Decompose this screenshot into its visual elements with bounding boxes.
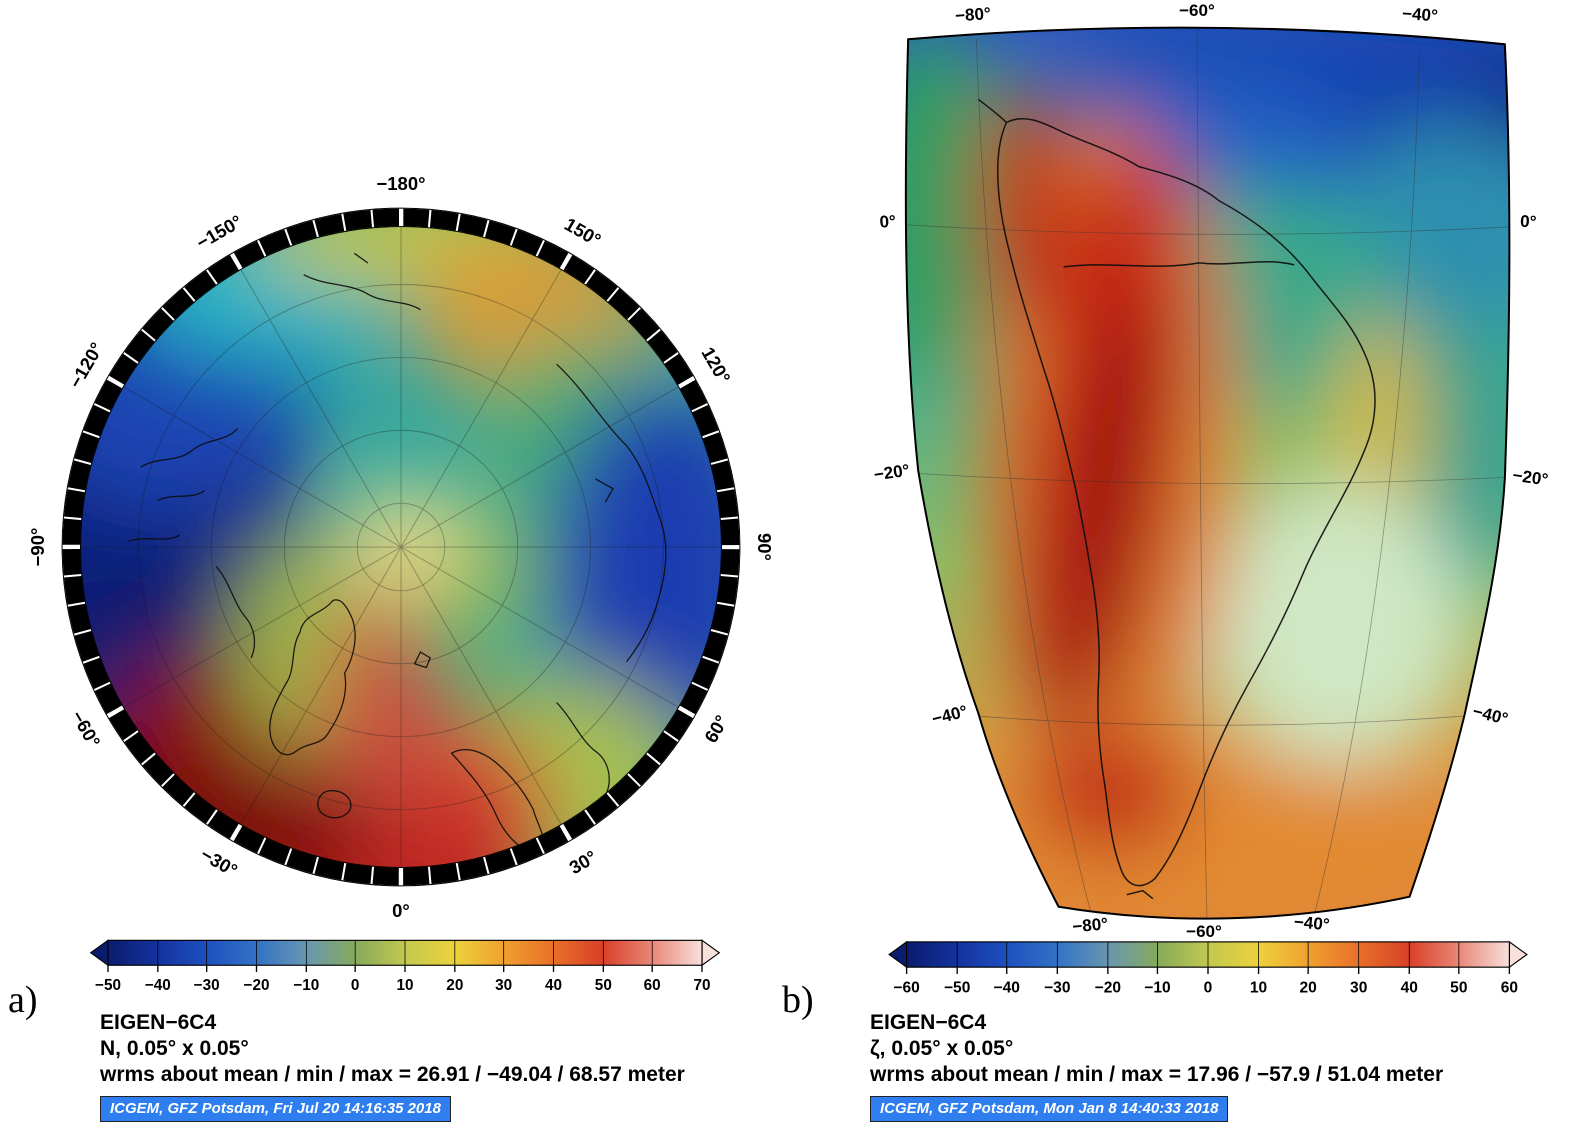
sa-bottom-label-60w: −60° (1186, 922, 1222, 941)
panel-b-quantity: ζ, 0.05° x 0.05° (870, 1037, 1014, 1060)
cbar-b-tick: 50 (1450, 979, 1468, 996)
cbar-a-tick: −10 (293, 977, 319, 994)
cbar-b-tick: 60 (1501, 979, 1519, 996)
sa-top-label-60w: −60° (1179, 4, 1215, 20)
lon-label-0: 0° (392, 900, 410, 921)
colorbar-b: −60 −50 −40 −30 −20 −10 0 10 20 30 40 50… (888, 940, 1528, 996)
sa-right-label-20s: −20° (1511, 466, 1549, 490)
lon-label-60w: −60° (67, 707, 105, 751)
colorbar-b-ticks (905, 967, 1511, 974)
cbar-b-tick: −30 (1044, 979, 1071, 996)
cbar-b-tick: −50 (944, 979, 971, 996)
cbar-a-tick: 50 (595, 977, 612, 994)
sa-bottom-label-80w: −80° (1072, 914, 1109, 936)
cbar-b-tick: −40 (994, 979, 1021, 996)
sa-map-frame (904, 26, 1511, 920)
sa-graticule (905, 27, 1510, 919)
cbar-a-tick: 10 (396, 977, 413, 994)
colorbar-a-left-arrow (89, 939, 109, 967)
cbar-a-tick: 30 (495, 977, 512, 994)
lon-label-30w: −30° (197, 843, 241, 881)
sa-coastlines (977, 98, 1376, 900)
cbar-b-tick: 10 (1250, 979, 1268, 996)
sa-map-color-field (905, 27, 1510, 919)
lon-label-30e: 30° (566, 846, 601, 878)
panel-a-quantity: N, 0.05° x 0.05° (100, 1037, 249, 1060)
sa-bottom-label-40w: −40° (1293, 912, 1330, 934)
sa-edge-labels: −80° −60° −40° −80° −60° −40° 0° −20° −4… (873, 4, 1550, 941)
panel-b-label: b) (782, 979, 814, 1021)
lon-label-120e: 120° (697, 343, 734, 387)
lon-label-90e: 90° (754, 533, 775, 561)
polar-coastlines (128, 252, 667, 855)
sa-top-label-80w: −80° (954, 4, 991, 25)
cbar-a-tick: 60 (644, 977, 661, 994)
panel-a-label: a) (8, 979, 38, 1021)
cbar-a-tick: 70 (693, 977, 710, 994)
panel-a-model-name: EIGEN−6C4 (100, 1011, 217, 1034)
panel-b-model-name: EIGEN−6C4 (870, 1011, 987, 1034)
sa-top-label-40w: −40° (1402, 4, 1439, 25)
panel-a-credit-badge: ICGEM, GFZ Potsdam, Fri Jul 20 14:16:35 … (100, 1096, 451, 1122)
cbar-a-tick: −30 (194, 977, 220, 994)
lon-label-150w: −150° (193, 211, 246, 254)
lon-label-120w: −120° (65, 339, 108, 392)
cbar-a-tick: −40 (145, 977, 171, 994)
panel-b-credit-badge: ICGEM, GFZ Potsdam, Mon Jan 8 14:40:33 2… (870, 1096, 1229, 1122)
cbar-a-tick: 20 (446, 977, 463, 994)
lon-label-150e: 150° (561, 213, 605, 250)
colorbar-a: −50 −40 −30 −20 −10 0 10 20 30 40 50 60 … (89, 939, 721, 994)
colorbar-a-dividers (157, 940, 653, 966)
colorbar-a-tick-labels: −50 −40 −30 −20 −10 0 10 20 30 40 50 60 … (95, 977, 711, 994)
cbar-b-tick: 40 (1401, 979, 1419, 996)
panel-b-caption: EIGEN−6C4 ζ, 0.05° x 0.05° wrms about me… (870, 1010, 1443, 1122)
south-america-geoid-map: −80° −60° −40° −80° −60° −40° 0° −20° −4… (873, 4, 1550, 941)
cbar-b-tick: 20 (1299, 979, 1317, 996)
cbar-a-tick: −50 (95, 977, 121, 994)
cbar-b-tick: 30 (1350, 979, 1368, 996)
colorbar-b-left-arrow (888, 940, 908, 969)
cbar-a-tick: 40 (545, 977, 562, 994)
sa-left-label-40s: −40° (930, 702, 969, 729)
colorbar-b-right-arrow (1508, 940, 1528, 969)
colorbar-a-ticks (107, 965, 703, 972)
cbar-a-tick: 0 (351, 977, 360, 994)
panel-a-caption: EIGEN−6C4 N, 0.05° x 0.05° wrms about me… (100, 1010, 685, 1122)
sa-left-label-20s: −20° (873, 461, 911, 485)
lon-label-60e: 60° (700, 712, 732, 747)
polar-border-ring (61, 207, 741, 887)
sa-left-label-0: 0° (879, 212, 896, 232)
polar-geoid-map: −180° 150° 120° 90° 60° 30° 0° −30° −60°… (27, 173, 775, 921)
colorbar-b-dividers (956, 941, 1460, 968)
lon-label-90w: −90° (27, 528, 48, 567)
polar-graticule (80, 226, 722, 868)
polar-map-color-field (79, 225, 723, 869)
panel-b-stats: wrms about mean / min / max = 17.96 / −5… (870, 1063, 1444, 1086)
sa-right-label-40s: −40° (1471, 702, 1510, 729)
cbar-b-tick: −20 (1095, 979, 1122, 996)
cbar-b-tick: 0 (1204, 979, 1213, 996)
panel-a-stats: wrms about mean / min / max = 26.91 / −4… (100, 1063, 685, 1086)
sa-right-label-0: 0° (1520, 212, 1537, 232)
cbar-a-tick: −20 (244, 977, 270, 994)
colorbar-b-tick-labels: −60 −50 −40 −30 −20 −10 0 10 20 30 40 50… (893, 979, 1518, 996)
cbar-b-tick: −60 (893, 979, 920, 996)
cbar-b-tick: −10 (1144, 979, 1171, 996)
colorbar-a-right-arrow (701, 939, 721, 967)
lon-label-180: −180° (377, 173, 426, 194)
